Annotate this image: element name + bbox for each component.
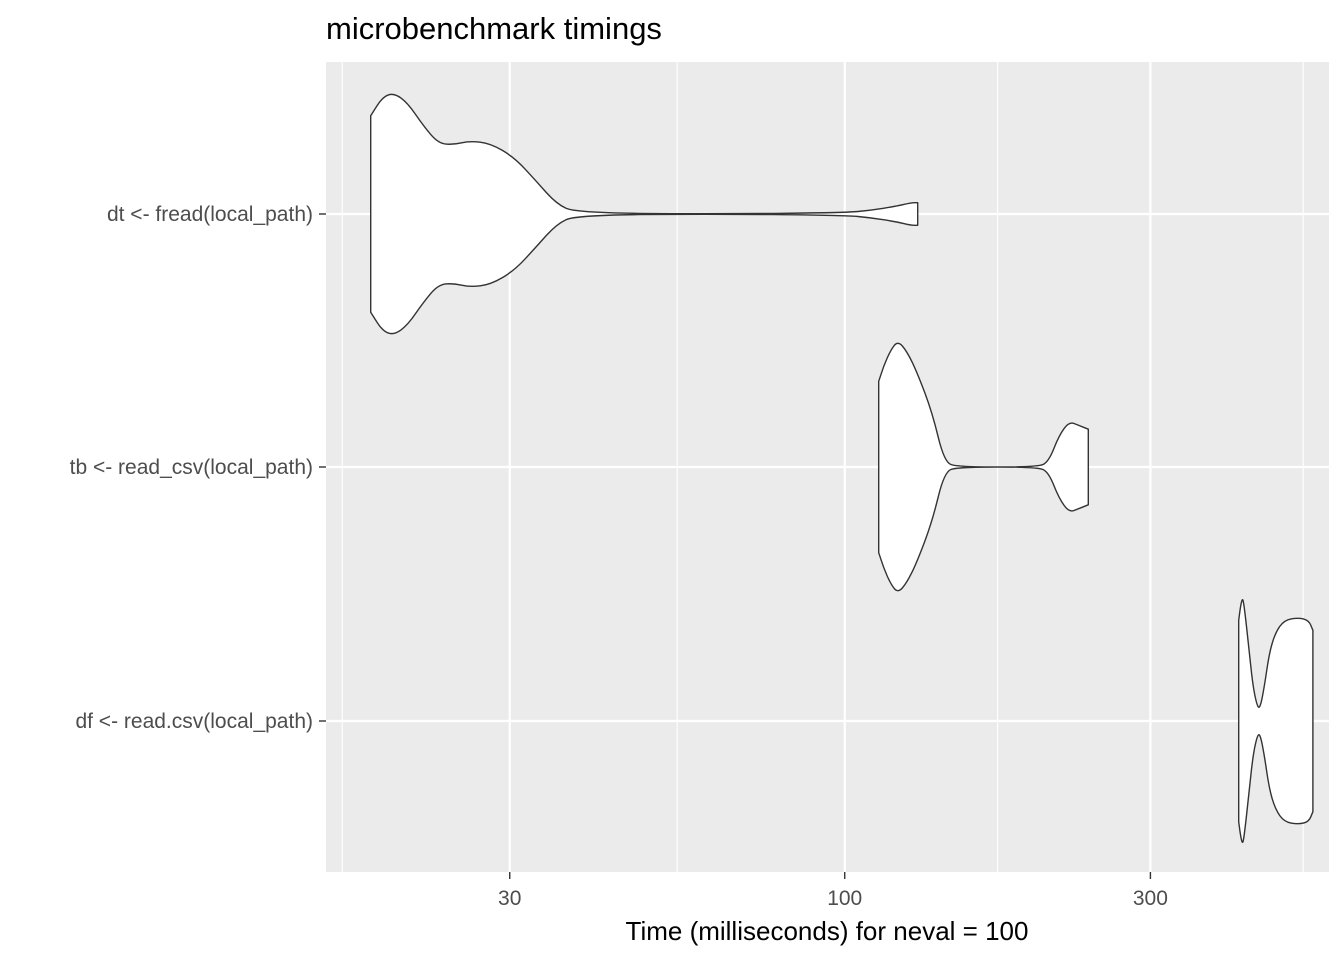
violin-3 — [1238, 599, 1314, 843]
x-axis: 30 100 300 — [498, 872, 1168, 910]
violins — [370, 93, 1314, 843]
y-tick-label: dt <- fread(local_path) — [107, 203, 313, 226]
x-tick-label: 100 — [827, 887, 862, 910]
violin-1 — [370, 93, 919, 335]
x-tick-label: 300 — [1133, 887, 1168, 910]
chart-title: microbenchmark timings — [326, 11, 662, 46]
x-tick-label: 30 — [498, 887, 521, 910]
x-axis-title: Time (milliseconds) for neval = 100 — [626, 916, 1029, 946]
y-tick-label: tb <- read_csv(local_path) — [70, 456, 313, 479]
violin-2 — [878, 342, 1089, 592]
y-axis: dt <- fread(local_path)tb <- read_csv(lo… — [70, 203, 326, 733]
y-tick-label: df <- read.csv(local_path) — [75, 710, 313, 733]
